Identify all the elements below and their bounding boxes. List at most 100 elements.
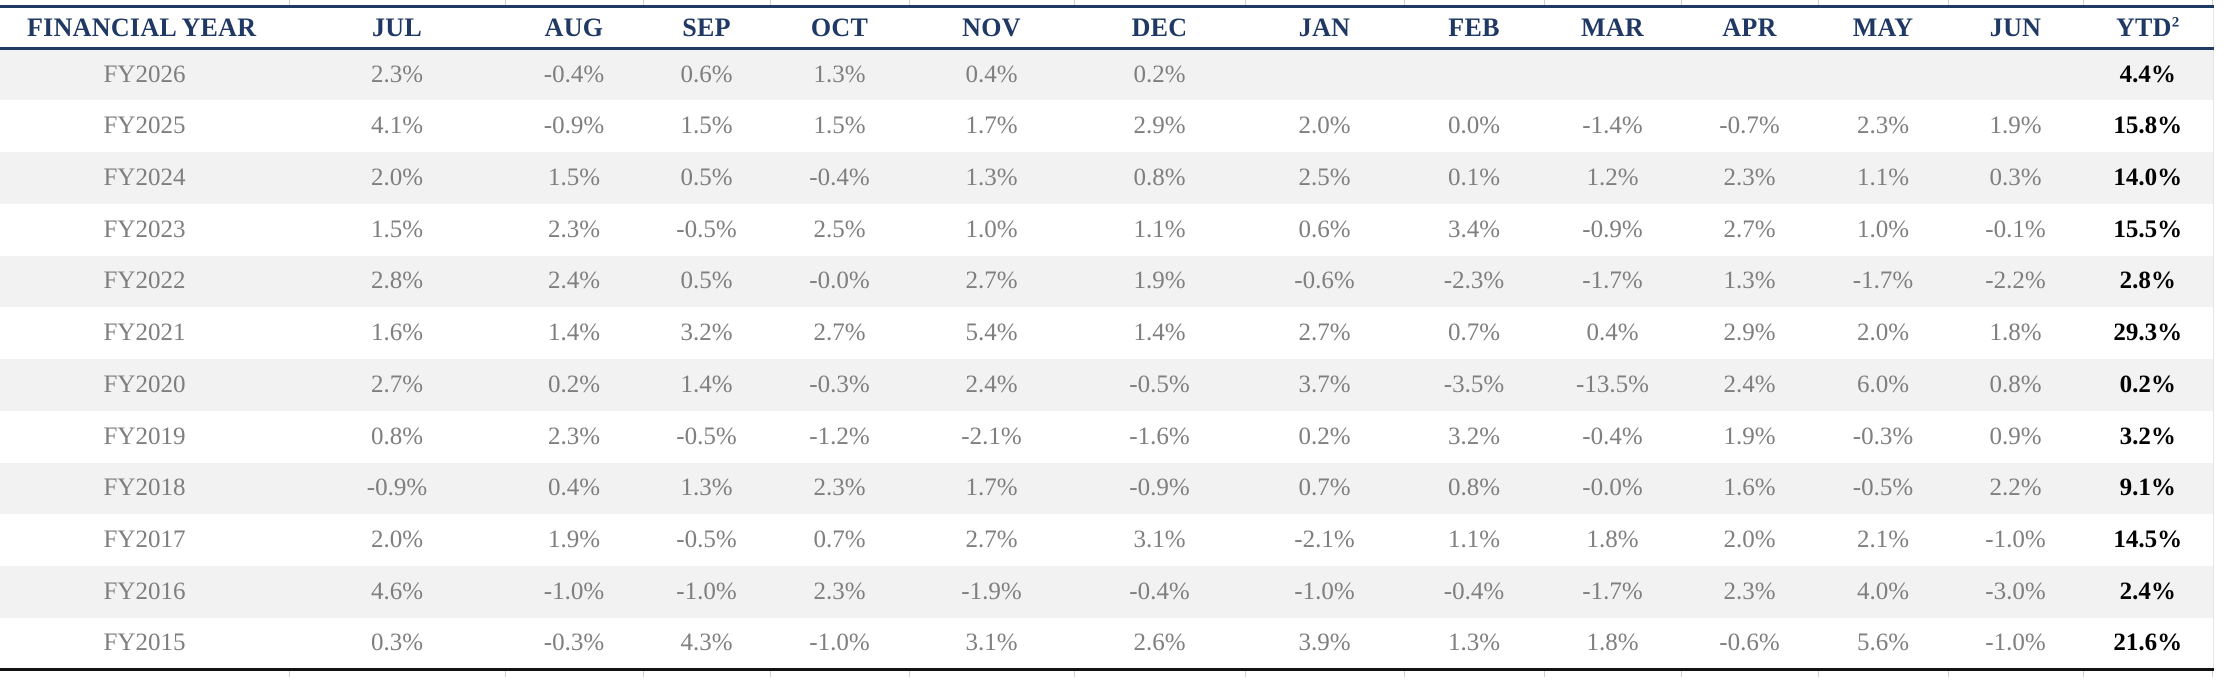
- value-cell: 1.3%: [1447, 628, 1501, 656]
- column-gridline-stub: [643, 671, 644, 677]
- value-cell: -0.3%: [543, 628, 605, 656]
- value-cell: -0.7%: [1719, 112, 1780, 140]
- value-cell: 1.3%: [965, 163, 1018, 191]
- value-cell: 5.4%: [965, 319, 1018, 347]
- ytd-value-cell: 2.8%: [2119, 267, 2176, 295]
- table-row: FY2022 2.8% 2.4% 0.5% -0.0% 2.7% 1.9% -0.6% -2.3…: [0, 255, 2213, 308]
- table-row: FY2017 2.0% 1.9% -0.5% 0.7% 2.7% 3.1% -2.1% 1.1%…: [0, 514, 2213, 566]
- value-cell: 1.5%: [547, 163, 601, 191]
- value-cell: -1.0%: [543, 577, 605, 605]
- column-gridline-stub: [909, 0, 910, 5]
- table-row: FY2019 0.8% 2.3% -0.5% -1.2% -2.1% -1.6% 0.2% 3.…: [0, 411, 2213, 463]
- value-cell: 1.4%: [1133, 319, 1186, 347]
- column-gridline-stub: [770, 0, 771, 5]
- value-cell: -0.4%: [1582, 422, 1643, 450]
- value-cell: -0.4%: [543, 61, 605, 89]
- value-cell: 2.7%: [1298, 319, 1351, 347]
- value-cell: 4.6%: [370, 577, 424, 605]
- value-cell: 2.3%: [1723, 577, 1776, 605]
- value-cell: 0.9%: [1989, 422, 2042, 450]
- value-cell: 2.3%: [1723, 163, 1776, 191]
- ytd-value-cell: 14.5%: [2113, 526, 2183, 554]
- table-row: FY2023 1.5% 2.3% -0.5% 2.5% 1.0% 1.1% 0.6% 3.4% -…: [0, 204, 2213, 256]
- value-cell: 1.0%: [965, 215, 1018, 243]
- value-cell: 1.8%: [1586, 526, 1639, 554]
- column-header-jan: JAN: [1245, 6, 1404, 50]
- column-gridline-stub: [505, 671, 506, 677]
- value-cell: 1.1%: [1447, 526, 1501, 554]
- value-cell: -1.7%: [1582, 577, 1643, 605]
- value-cell: 2.6%: [1133, 628, 1186, 656]
- value-cell: 1.8%: [1586, 628, 1639, 656]
- ytd-label: YTD: [2115, 12, 2172, 42]
- value-cell: 2.4%: [965, 370, 1018, 398]
- column-gridline-stub: [1544, 0, 1545, 5]
- column-gridline-stub: [2083, 671, 2084, 677]
- value-cell: 2.7%: [965, 267, 1018, 295]
- value-cell: 2.3%: [547, 422, 601, 450]
- value-cell: 0.6%: [680, 61, 733, 89]
- year-cell: FY2026: [103, 61, 186, 89]
- value-cell: 2.7%: [1723, 215, 1776, 243]
- column-gridline-stub: [1681, 0, 1682, 5]
- gridline-strip-top: [0, 0, 2213, 5]
- column-header-ytd: YTD2: [2083, 6, 2213, 50]
- value-cell: -0.6%: [1719, 628, 1780, 656]
- column-gridline-stub: [1245, 0, 1246, 5]
- value-cell: 2.3%: [370, 61, 424, 89]
- value-cell: -1.4%: [1582, 112, 1643, 140]
- value-cell: 1.5%: [680, 112, 733, 140]
- ytd-value-cell: 4.4%: [2119, 61, 2176, 89]
- value-cell: 1.3%: [1723, 267, 1776, 295]
- column-gridline-stub: [2212, 0, 2213, 5]
- value-cell: -0.3%: [1852, 422, 1914, 450]
- value-cell: 2.9%: [1723, 319, 1776, 347]
- table-row: FY2020 2.7% 0.2% 1.4% -0.3% 2.4% -0.5% 3.7% -3.5…: [0, 359, 2213, 411]
- value-cell: 0.8%: [1989, 370, 2042, 398]
- column-header-financial-year: FINANCIAL YEAR: [0, 6, 289, 50]
- value-cell: 0.3%: [370, 628, 424, 656]
- value-cell: 0.0%: [1447, 112, 1501, 140]
- column-header-jul: JUL: [289, 6, 505, 50]
- value-cell: 2.3%: [813, 474, 866, 502]
- column-header-may: MAY: [1818, 6, 1948, 50]
- value-cell: 1.4%: [680, 370, 733, 398]
- value-cell: -0.0%: [809, 267, 870, 295]
- value-cell: 2.0%: [1298, 112, 1351, 140]
- value-cell: -0.9%: [1582, 215, 1643, 243]
- value-cell: -2.3%: [1443, 267, 1505, 295]
- value-cell: -2.1%: [1294, 526, 1355, 554]
- value-cell: [1404, 49, 1544, 101]
- value-cell: 2.4%: [1723, 370, 1776, 398]
- value-cell: -0.5%: [676, 215, 737, 243]
- column-header-mar: MAR: [1544, 6, 1681, 50]
- value-cell: [1818, 49, 1948, 101]
- value-cell: 0.1%: [1447, 163, 1501, 191]
- column-gridline-stub: [1404, 671, 1405, 677]
- ytd-value-cell: 14.0%: [2113, 163, 2183, 191]
- year-cell: FY2017: [103, 526, 186, 554]
- value-cell: 2.7%: [370, 370, 424, 398]
- value-cell: 0.7%: [1447, 319, 1501, 347]
- value-cell: 6.0%: [1856, 370, 1910, 398]
- value-cell: 2.0%: [1856, 319, 1910, 347]
- column-header-nov: NOV: [909, 6, 1074, 50]
- column-gridline-stub: [770, 671, 771, 677]
- column-header-dec: DEC: [1074, 6, 1245, 50]
- value-cell: -1.9%: [961, 577, 1022, 605]
- value-cell: 0.4%: [965, 61, 1018, 89]
- column-gridline-stub: [643, 0, 644, 5]
- column-gridline-stub: [1948, 671, 1949, 677]
- table-row: FY2025 4.1% -0.9% 1.5% 1.5% 1.7% 2.9% 2.0% 0.0% -…: [0, 100, 2213, 152]
- column-header-apr: APR: [1681, 6, 1818, 50]
- column-gridline-stub: [289, 0, 290, 5]
- value-cell: 1.6%: [370, 319, 424, 347]
- value-cell: 1.9%: [1723, 422, 1776, 450]
- ytd-footnote-superscript: 2: [2171, 13, 2180, 30]
- column-gridline-stub: [1074, 671, 1075, 677]
- value-cell: 2.1%: [1856, 526, 1910, 554]
- value-cell: 0.7%: [1298, 474, 1351, 502]
- value-cell: 2.3%: [813, 577, 866, 605]
- value-cell: -13.5%: [1576, 370, 1649, 398]
